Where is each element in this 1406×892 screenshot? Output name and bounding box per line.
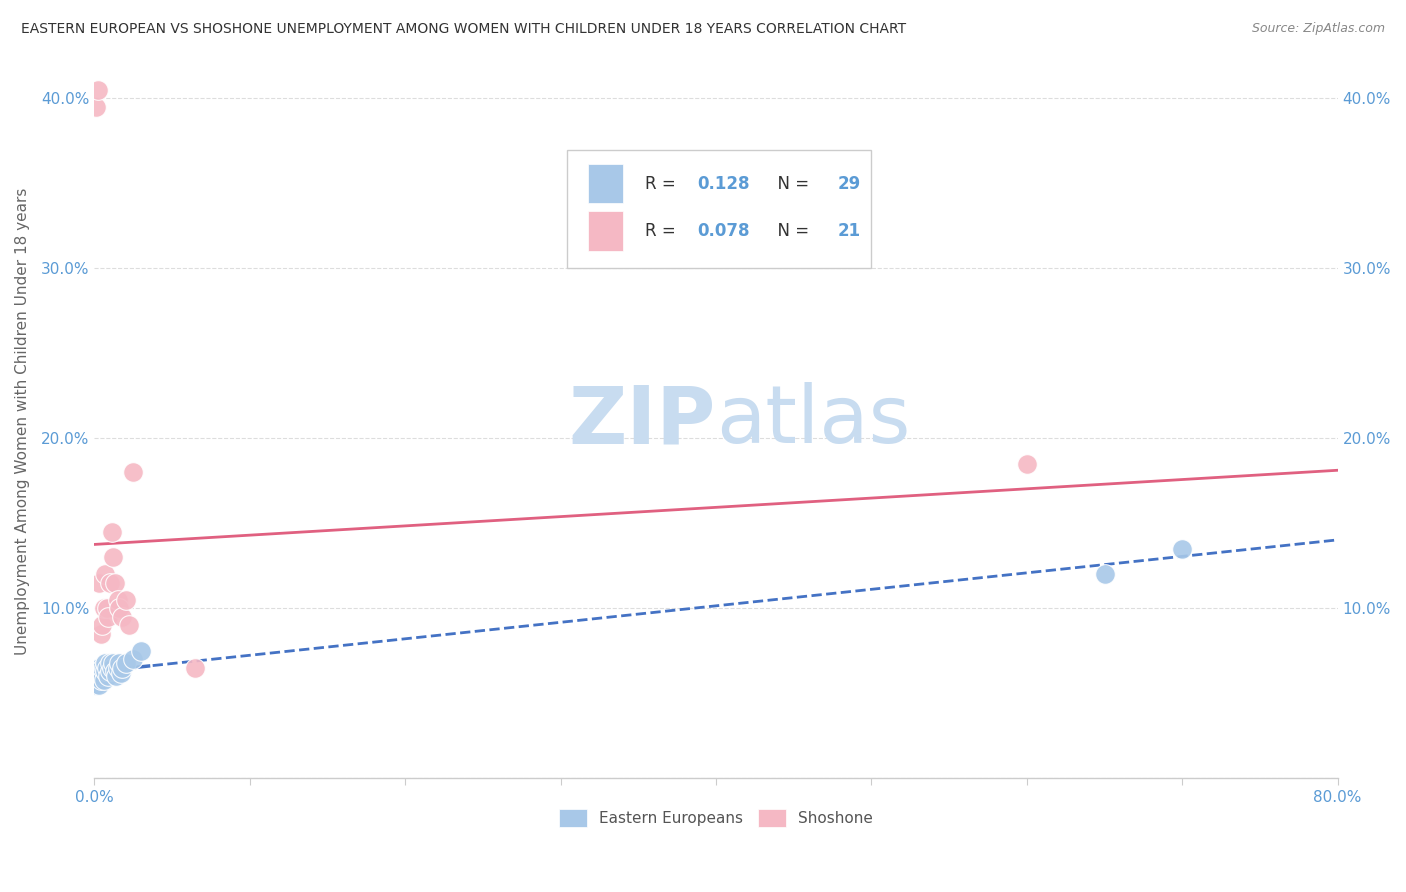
Point [93,601,115,615]
Point [111,661,134,675]
Point [108,656,131,670]
Text: N =: N = [768,175,814,193]
Text: 0.078: 0.078 [697,222,749,240]
Text: 29: 29 [838,175,860,193]
Point [100,524,122,539]
Point [84,678,107,692]
Point [110,665,132,680]
Text: EASTERN EUROPEAN VS SHOSHONE UNEMPLOYMENT AMONG WOMEN WITH CHILDREN UNDER 18 YEA: EASTERN EUROPEAN VS SHOSHONE UNEMPLOYMEN… [21,22,907,37]
Point [90,626,112,640]
Point [90,665,112,680]
Point [114,656,136,670]
Point [86,669,108,683]
FancyBboxPatch shape [567,150,872,268]
Point [111,609,134,624]
Point [89,575,111,590]
Text: atlas: atlas [716,382,911,460]
Text: 0.128: 0.128 [697,175,749,193]
Point [93,661,115,675]
Text: 21: 21 [838,222,860,240]
Point [94,656,117,670]
Point [107,592,129,607]
Point [89,678,111,692]
Text: Source: ZipAtlas.com: Source: ZipAtlas.com [1251,22,1385,36]
Point [184,661,207,675]
Point [118,618,141,632]
Point [104,575,127,590]
Point [101,550,124,565]
Point [122,652,145,666]
Text: R =: R = [645,222,681,240]
Point [1015,457,1038,471]
Point [91,618,114,632]
Point [94,664,117,678]
Point [104,664,127,678]
Legend: Eastern Europeans, Shoshone: Eastern Europeans, Shoshone [551,801,880,835]
Point [97,609,120,624]
Point [122,465,145,479]
Point [107,661,129,675]
Point [114,592,136,607]
Point [100,661,122,675]
Point [86,82,108,96]
Y-axis label: Unemployment Among Women with Children Under 18 years: Unemployment Among Women with Children U… [15,187,30,655]
Point [90,673,112,687]
Point [98,575,121,590]
Point [84,99,107,113]
Point [89,661,111,675]
Point [93,673,115,687]
Bar [588,164,623,203]
Point [94,567,117,582]
Point [96,661,118,675]
Point [105,669,128,683]
Point [97,669,120,683]
Point [108,601,131,615]
Bar [588,211,623,251]
Point [98,656,121,670]
Text: ZIP: ZIP [569,382,716,460]
Text: R =: R = [645,175,681,193]
Point [91,669,114,683]
Point [96,601,118,615]
Point [98,664,121,678]
Point [1094,567,1116,582]
Text: N =: N = [768,222,814,240]
Point [129,643,152,657]
Point [101,656,124,670]
Point [1171,541,1194,556]
Point [91,661,114,675]
